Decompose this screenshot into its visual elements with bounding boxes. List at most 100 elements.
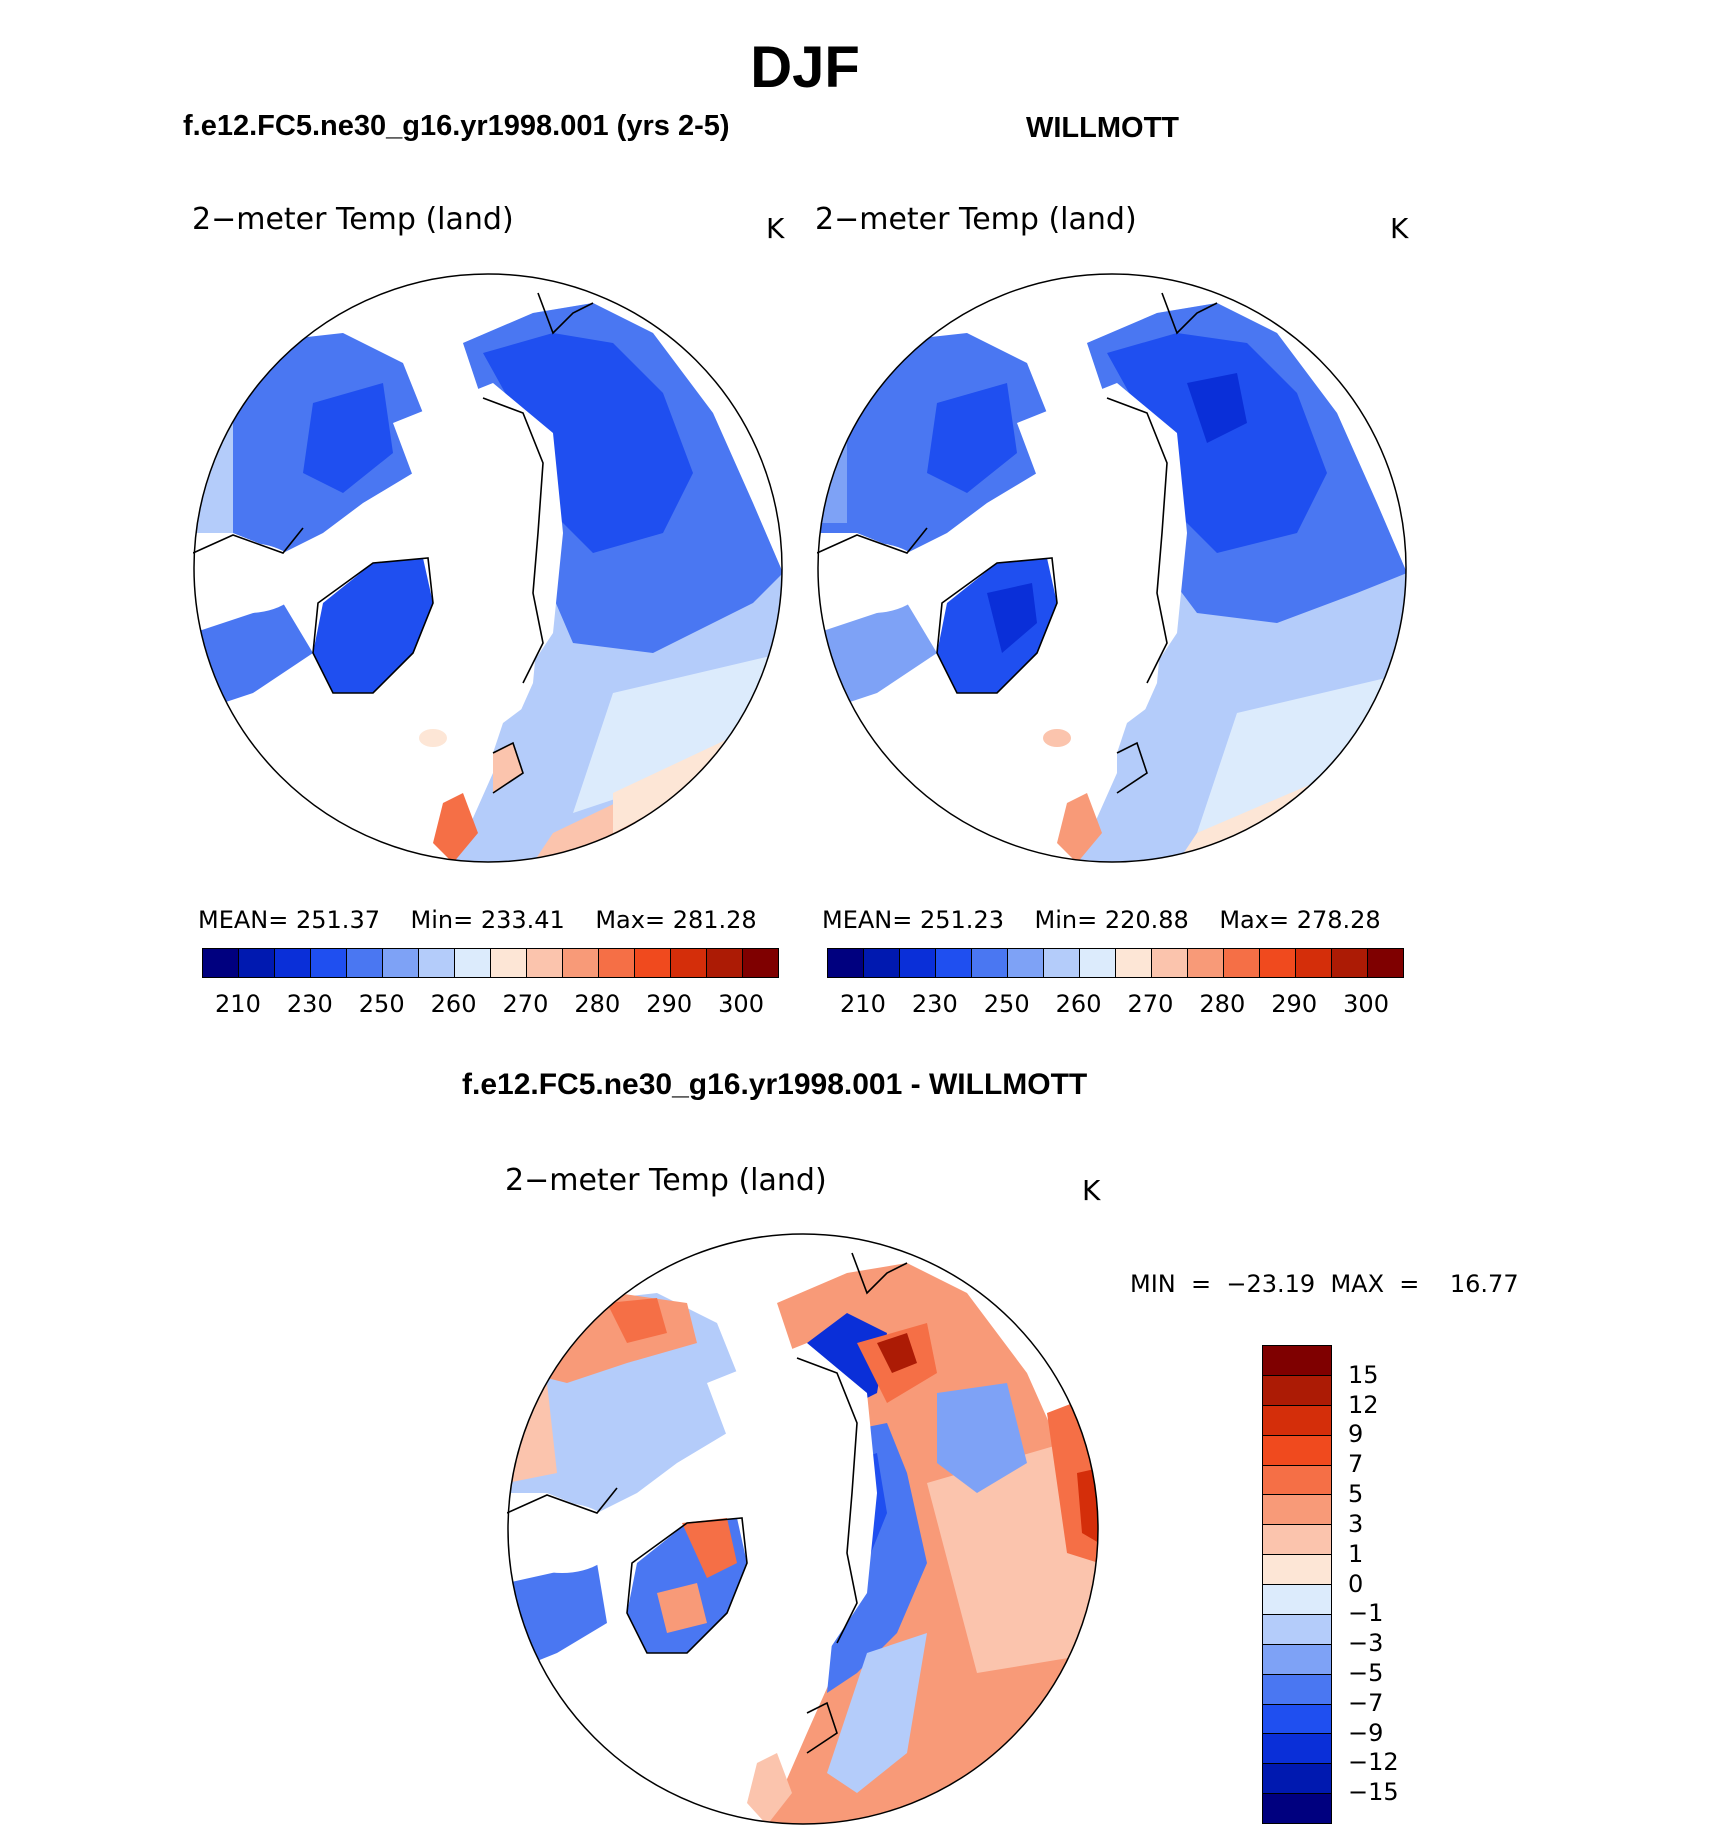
- colorbar-tick-label: −9: [1348, 1718, 1384, 1747]
- colorbar-swatch: [239, 949, 275, 977]
- colorbar-tick-label: −5: [1348, 1658, 1384, 1687]
- figure-title: DJF: [750, 35, 860, 100]
- colorbar-swatch: [1263, 1674, 1331, 1705]
- model-case-title: f.e12.FC5.ne30_g16.yr1998.001 (yrs 2-5): [183, 110, 730, 142]
- model-polar-map: [193, 273, 783, 863]
- obs-units-label: K: [1390, 212, 1409, 245]
- colorbar-tick-label: 260: [1055, 990, 1102, 1018]
- colorbar-tick-label: 300: [1343, 990, 1389, 1018]
- colorbar-swatch: [1263, 1644, 1331, 1675]
- colorbar-swatch: [491, 949, 527, 977]
- colorbar-tick-label: 250: [358, 990, 405, 1018]
- obs-max-label: Max=: [1219, 906, 1290, 934]
- colorbar-tick-label: 210: [215, 990, 261, 1018]
- colorbar-swatch: [1263, 1435, 1331, 1466]
- colorbar-swatch: [1263, 1794, 1331, 1823]
- colorbar-tick-label: 260: [430, 990, 477, 1018]
- colorbar-swatch: [1368, 949, 1403, 977]
- colorbar-swatch: [203, 949, 239, 977]
- obs-mean-label: MEAN=: [822, 906, 913, 934]
- colorbar-tick-label: 280: [1199, 990, 1246, 1018]
- model-max-label: Max=: [595, 906, 666, 934]
- obs-variable-label: 2−meter Temp (land): [815, 202, 1137, 237]
- obs-max-value: 278.28: [1296, 906, 1381, 934]
- colorbar-tick-label: 210: [840, 990, 886, 1018]
- colorbar-swatch: [1263, 1495, 1331, 1526]
- model-colorbar: [202, 948, 779, 978]
- colorbar-tick-label: 0: [1348, 1569, 1364, 1598]
- colorbar-swatch: [743, 949, 778, 977]
- obs-colorbar: [827, 948, 1404, 978]
- colorbar-swatch: [936, 949, 972, 977]
- diff-variable-label: 2−meter Temp (land): [505, 1163, 827, 1198]
- colorbar-swatch: [1008, 949, 1044, 977]
- colorbar-tick-label: 280: [574, 990, 621, 1018]
- colorbar-swatch: [1263, 1734, 1331, 1765]
- colorbar-tick-label: 230: [911, 990, 958, 1018]
- model-mean-label: MEAN=: [198, 906, 289, 934]
- obs-stats: MEAN= 251.23 Min= 220.88 Max= 278.28: [822, 906, 1381, 934]
- colorbar-tick-label: 12: [1348, 1390, 1379, 1419]
- diff-case-title: f.e12.FC5.ne30_g16.yr1998.001 - WILLMOTT: [462, 1068, 1088, 1101]
- colorbar-swatch: [455, 949, 491, 977]
- model-stats: MEAN= 251.37 Min= 233.41 Max= 281.28: [198, 906, 757, 934]
- colorbar-swatch: [1263, 1585, 1331, 1615]
- colorbar-tick-label: 290: [646, 990, 693, 1018]
- model-variable-label: 2−meter Temp (land): [192, 202, 514, 237]
- colorbar-tick-label: −3: [1348, 1629, 1384, 1658]
- colorbar-swatch: [1263, 1465, 1331, 1496]
- diff-polar-map: [507, 1233, 1099, 1825]
- colorbar-tick-label: 7: [1348, 1450, 1364, 1479]
- colorbar-swatch: [828, 949, 864, 977]
- colorbar-swatch: [972, 949, 1008, 977]
- colorbar-swatch: [599, 949, 635, 977]
- colorbar-swatch: [1263, 1525, 1331, 1556]
- colorbar-tick-label: 290: [1271, 990, 1318, 1018]
- colorbar-swatch: [707, 949, 743, 977]
- colorbar-tick-label: 300: [718, 990, 764, 1018]
- colorbar-tick-label: 270: [502, 990, 549, 1018]
- diff-colorbar: [1262, 1345, 1332, 1824]
- colorbar-swatch: [1116, 949, 1152, 977]
- colorbar-tick-label: 9: [1348, 1420, 1364, 1449]
- colorbar-tick-label: −7: [1348, 1688, 1384, 1717]
- model-mean-value: 251.37: [296, 906, 380, 934]
- model-units-label: K: [766, 212, 785, 245]
- colorbar-swatch: [671, 949, 707, 977]
- diff-min-max: MIN = −23.19 MAX = 16.77: [1130, 1270, 1519, 1298]
- colorbar-swatch: [1263, 1405, 1331, 1436]
- obs-case-title: WILLMOTT: [1026, 112, 1180, 144]
- obs-min-value: 220.88: [1104, 906, 1189, 934]
- colorbar-tick-label: 3: [1348, 1509, 1364, 1538]
- colorbar-swatch: [419, 949, 455, 977]
- obs-mean-value: 251.23: [920, 906, 1004, 934]
- colorbar-swatch: [275, 949, 311, 977]
- colorbar-swatch: [1263, 1555, 1331, 1585]
- obs-min-label: Min=: [1034, 906, 1098, 934]
- colorbar-swatch: [1263, 1375, 1331, 1406]
- colorbar-swatch: [1260, 949, 1296, 977]
- diff-units-label: K: [1082, 1174, 1101, 1207]
- colorbar-tick-label: 230: [286, 990, 333, 1018]
- colorbar-swatch: [1263, 1614, 1331, 1645]
- colorbar-tick-label: −15: [1348, 1778, 1399, 1807]
- model-max-value: 281.28: [672, 906, 757, 934]
- colorbar-tick-label: 5: [1348, 1480, 1364, 1509]
- model-min-label: Min=: [410, 906, 474, 934]
- colorbar-tick-label: 15: [1348, 1360, 1379, 1389]
- colorbar-swatch: [1080, 949, 1116, 977]
- colorbar-swatch: [311, 949, 347, 977]
- colorbar-swatch: [864, 949, 900, 977]
- colorbar-swatch: [1152, 949, 1188, 977]
- colorbar-tick-label: 1: [1348, 1539, 1364, 1568]
- colorbar-swatch: [563, 949, 599, 977]
- colorbar-tick-label: −12: [1348, 1748, 1399, 1777]
- colorbar-swatch: [1263, 1764, 1331, 1795]
- colorbar-swatch: [1263, 1346, 1331, 1376]
- colorbar-swatch: [1263, 1704, 1331, 1735]
- colorbar-swatch: [1296, 949, 1332, 977]
- colorbar-tick-label: 270: [1127, 990, 1174, 1018]
- colorbar-swatch: [1044, 949, 1080, 977]
- colorbar-swatch: [900, 949, 936, 977]
- model-min-value: 233.41: [480, 906, 565, 934]
